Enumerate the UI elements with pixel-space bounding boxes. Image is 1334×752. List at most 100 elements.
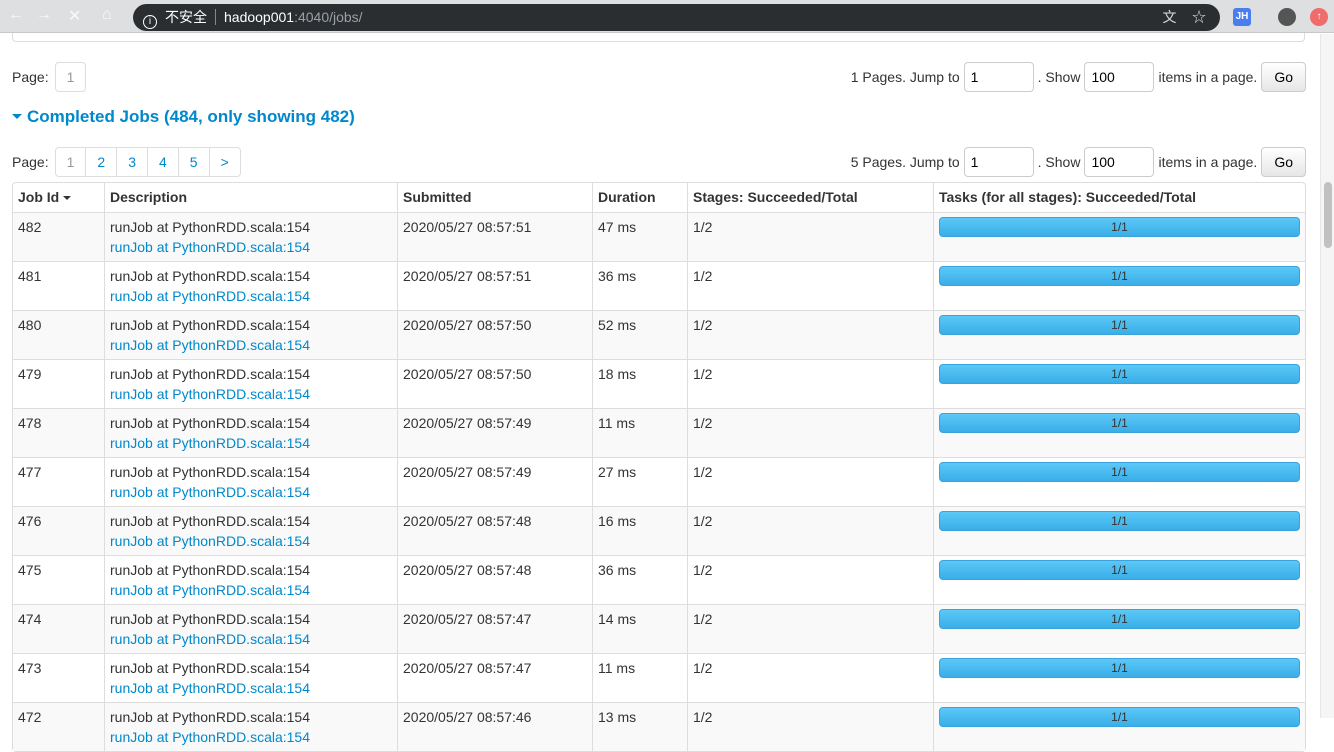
tasks-cell: 1/1 — [933, 310, 1305, 359]
tasks-progress-bar: 1/1 — [939, 560, 1300, 580]
tasks-count: 1/1 — [1111, 465, 1128, 479]
description-cell: runJob at PythonRDD.scala:154 runJob at P… — [104, 604, 397, 653]
jump-to-input[interactable] — [963, 147, 1034, 177]
description-cell: runJob at PythonRDD.scala:154 runJob at P… — [104, 212, 397, 261]
jump-to-input[interactable] — [963, 62, 1034, 92]
page-link[interactable]: 5 — [177, 148, 209, 176]
sort-desc-icon — [63, 196, 72, 200]
page-link[interactable]: 1 — [66, 154, 75, 170]
tasks-count: 1/1 — [1111, 416, 1128, 430]
duration: 27 ms — [592, 457, 687, 506]
page-link[interactable]: 2 — [85, 148, 116, 176]
tasks-progress-bar: 1/1 — [939, 658, 1300, 678]
tasks-progress-bar: 1/1 — [939, 609, 1300, 629]
url-path: :4040/jobs/ — [294, 9, 363, 25]
description-text: runJob at PythonRDD.scala:154 — [110, 366, 310, 382]
table-row: 476 runJob at PythonRDD.scala:154 runJob … — [13, 506, 1305, 555]
tasks-count: 1/1 — [1111, 661, 1128, 675]
tasks-progress-bar: 1/1 — [939, 707, 1300, 727]
job-detail-link[interactable]: runJob at PythonRDD.scala:154 — [110, 337, 310, 353]
header-submitted[interactable]: Submitted — [397, 183, 592, 212]
completed-jobs-table: Job Id Description Submitted Duration St… — [12, 182, 1306, 752]
tasks-count: 1/1 — [1111, 318, 1128, 332]
submitted-time: 2020/05/27 08:57:49 — [397, 457, 592, 506]
page-link[interactable]: 4 — [146, 148, 178, 176]
active-jobs-pager: Page: 1 1 Pages. Jump to . Show items in… — [12, 62, 1306, 92]
duration: 11 ms — [592, 653, 687, 702]
tasks-count: 1/1 — [1111, 367, 1128, 381]
job-detail-link[interactable]: runJob at PythonRDD.scala:154 — [110, 484, 310, 500]
scrollbar-thumb[interactable] — [1324, 182, 1332, 248]
description-text: runJob at PythonRDD.scala:154 — [110, 660, 310, 676]
job-id: 476 — [13, 506, 104, 555]
page-link[interactable]: 1 — [66, 69, 75, 85]
tasks-cell: 1/1 — [933, 702, 1305, 751]
star-icon[interactable]: ☆ — [1192, 9, 1206, 25]
job-id: 482 — [13, 212, 104, 261]
next-page-link[interactable]: > — [208, 148, 240, 176]
table-row: 475 runJob at PythonRDD.scala:154 runJob … — [13, 555, 1305, 604]
page-link[interactable]: 3 — [116, 148, 147, 176]
submitted-time: 2020/05/27 08:57:46 — [397, 702, 592, 751]
table-row: 482 runJob at PythonRDD.scala:154 runJob … — [13, 212, 1305, 261]
translate-icon[interactable]: ⽂ — [1162, 9, 1177, 25]
pagination: 1 — [54, 62, 87, 92]
job-id: 480 — [13, 310, 104, 359]
job-detail-link[interactable]: runJob at PythonRDD.scala:154 — [110, 533, 310, 549]
header-stages[interactable]: Stages: Succeeded/Total — [687, 183, 933, 212]
table-row: 478 runJob at PythonRDD.scala:154 runJob … — [13, 408, 1305, 457]
stages-count: 1/2 — [687, 555, 933, 604]
table-row: 474 runJob at PythonRDD.scala:154 runJob … — [13, 604, 1305, 653]
submitted-time: 2020/05/27 08:57:50 — [397, 359, 592, 408]
page-size-input[interactable] — [1084, 147, 1155, 177]
header-job-id[interactable]: Job Id — [13, 183, 104, 212]
go-button[interactable]: Go — [1261, 62, 1306, 92]
description-cell: runJob at PythonRDD.scala:154 runJob at P… — [104, 653, 397, 702]
job-detail-link[interactable]: runJob at PythonRDD.scala:154 — [110, 680, 310, 696]
header-tasks[interactable]: Tasks (for all stages): Succeeded/Total — [933, 183, 1305, 212]
description-text: runJob at PythonRDD.scala:154 — [110, 415, 310, 431]
job-detail-link[interactable]: runJob at PythonRDD.scala:154 — [110, 582, 310, 598]
stop-icon[interactable]: ✕ — [68, 8, 82, 25]
table-row: 472 runJob at PythonRDD.scala:154 runJob … — [13, 702, 1305, 751]
header-description[interactable]: Description — [104, 183, 397, 212]
back-icon[interactable]: ← — [8, 6, 24, 23]
description-text: runJob at PythonRDD.scala:154 — [110, 268, 310, 284]
info-icon[interactable]: i — [143, 15, 157, 29]
table-row: 477 runJob at PythonRDD.scala:154 runJob … — [13, 457, 1305, 506]
address-bar[interactable]: i 不安全 hadoop001:4040/jobs/ ⽂ ☆ — [133, 4, 1220, 31]
job-id: 472 — [13, 702, 104, 751]
scrollbar[interactable] — [1320, 34, 1334, 718]
job-detail-link[interactable]: runJob at PythonRDD.scala:154 — [110, 435, 310, 451]
description-cell: runJob at PythonRDD.scala:154 runJob at P… — [104, 457, 397, 506]
header-duration[interactable]: Duration — [592, 183, 687, 212]
tasks-progress-bar: 1/1 — [939, 364, 1300, 384]
extension-jh-icon[interactable]: JH — [1233, 8, 1251, 26]
job-detail-link[interactable]: runJob at PythonRDD.scala:154 — [110, 729, 310, 745]
tasks-count: 1/1 — [1111, 563, 1128, 577]
job-detail-link[interactable]: runJob at PythonRDD.scala:154 — [110, 239, 310, 255]
update-icon[interactable]: ↑ — [1310, 8, 1328, 26]
items-label: items in a page. — [1158, 154, 1258, 170]
tasks-cell: 1/1 — [933, 555, 1305, 604]
tasks-count: 1/1 — [1111, 710, 1128, 724]
completed-jobs-toggle[interactable]: Completed Jobs (484, only showing 482) — [12, 107, 355, 127]
tasks-cell: 1/1 — [933, 653, 1305, 702]
tasks-progress-bar: 1/1 — [939, 511, 1300, 531]
forward-icon[interactable]: → — [36, 6, 52, 23]
tasks-cell: 1/1 — [933, 506, 1305, 555]
tasks-progress-bar: 1/1 — [939, 266, 1300, 286]
job-detail-link[interactable]: runJob at PythonRDD.scala:154 — [110, 288, 310, 304]
page-size-input[interactable] — [1084, 62, 1155, 92]
submitted-time: 2020/05/27 08:57:48 — [397, 506, 592, 555]
job-detail-link[interactable]: runJob at PythonRDD.scala:154 — [110, 631, 310, 647]
description-cell: runJob at PythonRDD.scala:154 runJob at P… — [104, 310, 397, 359]
avatar[interactable] — [1278, 8, 1296, 26]
home-icon[interactable]: ⌂ — [102, 6, 112, 23]
tasks-count: 1/1 — [1111, 220, 1128, 234]
description-text: runJob at PythonRDD.scala:154 — [110, 611, 310, 627]
description-text: runJob at PythonRDD.scala:154 — [110, 562, 310, 578]
go-button[interactable]: Go — [1261, 147, 1306, 177]
job-id: 475 — [13, 555, 104, 604]
job-detail-link[interactable]: runJob at PythonRDD.scala:154 — [110, 386, 310, 402]
